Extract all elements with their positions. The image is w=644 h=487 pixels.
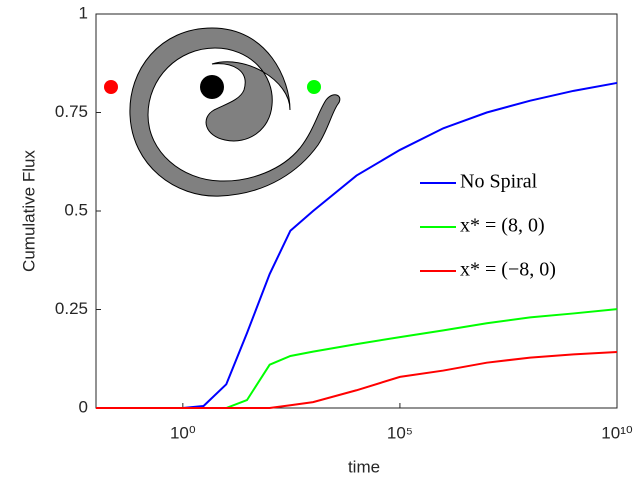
legend-label: No Spiral bbox=[460, 171, 538, 193]
series-line bbox=[96, 308, 618, 409]
y-tick-label: 0.75 bbox=[55, 102, 88, 121]
series-line bbox=[96, 351, 618, 409]
axes-box bbox=[95, 13, 618, 409]
x-axis-label: time bbox=[348, 457, 380, 476]
y-tick-label: 0 bbox=[79, 397, 88, 416]
y-axis-label: Cumulative Flux bbox=[19, 150, 38, 272]
x-tick-label: 10¹⁰ bbox=[601, 423, 633, 442]
red-dot bbox=[104, 80, 118, 94]
black-dot bbox=[200, 75, 224, 99]
legend-label: x* = (−8, 0) bbox=[460, 259, 556, 281]
x-tick-label: 10⁰ bbox=[170, 423, 196, 442]
x-tick-label: 10⁵ bbox=[387, 423, 413, 442]
y-tick-label: 1 bbox=[79, 3, 88, 22]
series-line bbox=[96, 81, 618, 409]
spiral-shape bbox=[129, 27, 341, 197]
inset-spiral bbox=[104, 27, 341, 197]
legend-label: x* = (8, 0) bbox=[460, 215, 545, 237]
green-dot bbox=[307, 80, 321, 94]
y-tick-label: 0.25 bbox=[55, 299, 88, 318]
y-tick-label: 0.5 bbox=[64, 200, 88, 219]
